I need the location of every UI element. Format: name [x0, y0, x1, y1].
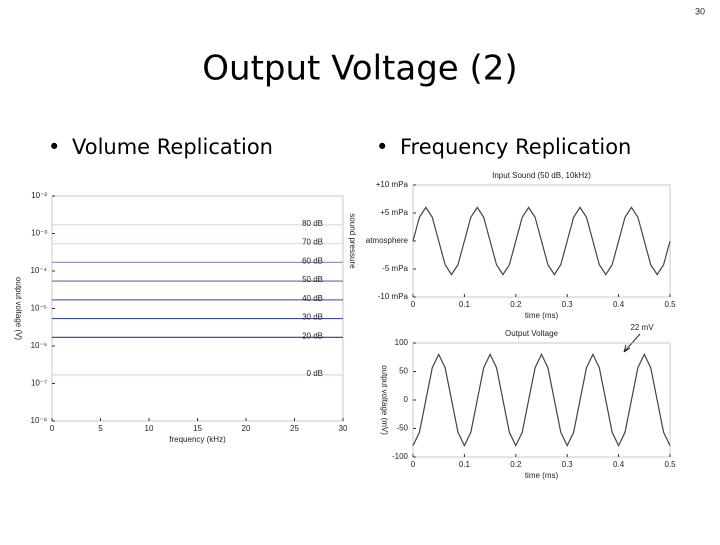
x-tick-label: 25	[290, 424, 299, 433]
y-tick-label: 50	[399, 367, 408, 376]
series-label: 60 dB	[302, 256, 323, 265]
x-tick-label: 5	[98, 424, 103, 433]
y-tick-label: -5 mPa	[382, 264, 408, 273]
y-tick-label: 10⁻⁸	[31, 416, 48, 425]
bullet-marker: •	[48, 135, 60, 159]
y-tick-label: +10 mPa	[376, 180, 409, 189]
bullet: Frequency Replication	[400, 135, 631, 159]
y-tick-label: 10⁻⁶	[31, 341, 47, 350]
chart-title: Input Sound (50 dB, 10kHz)	[492, 171, 591, 180]
series-line	[412, 353, 671, 447]
plot-frame	[51, 195, 344, 422]
y-tick-label: +5 mPa	[380, 208, 408, 217]
y-axis-label: sound pressure	[348, 213, 357, 269]
x-tick-label: 10	[145, 424, 154, 433]
y-tick-label: -100	[392, 452, 409, 461]
y-tick-label: 10⁻⁷	[31, 379, 47, 388]
x-tick-label: 0	[411, 460, 416, 469]
y-tick-label: atmosphere	[366, 236, 409, 245]
y-tick-label: 10⁻⁴	[30, 266, 47, 275]
x-tick-label: 0.4	[613, 460, 625, 469]
bullet-marker: •	[376, 135, 388, 159]
page-number: 30	[695, 6, 705, 16]
series-label: 50 dB	[302, 275, 323, 284]
y-tick-label: 10⁻²	[31, 191, 47, 200]
chart-title: Output Voltage	[505, 329, 558, 338]
x-tick-label: 0.3	[562, 300, 574, 309]
x-axis-label: frequency (kHz)	[169, 435, 226, 444]
x-tick-label: 0.2	[510, 460, 522, 469]
x-tick-label: 0	[50, 424, 55, 433]
y-tick-label: 10⁻⁵	[31, 304, 47, 313]
x-tick-label: 20	[242, 424, 251, 433]
y-tick-label: 100	[395, 338, 409, 347]
series-label: 20 dB	[302, 331, 323, 340]
series-label: 80 dB	[302, 219, 323, 228]
x-tick-label: 0	[411, 300, 416, 309]
x-axis-label: time (ms)	[525, 471, 559, 480]
y-tick-label: -10 mPa	[378, 292, 409, 301]
x-axis-label: time (ms)	[525, 311, 559, 320]
x-tick-label: 0.5	[664, 460, 676, 469]
series-label: 70 dB	[302, 238, 323, 247]
y-axis-label: output voltage (V)	[14, 277, 23, 340]
x-tick-label: 0.1	[459, 460, 471, 469]
slide-title: Output Voltage (2)	[202, 49, 517, 89]
x-tick-label: 30	[339, 424, 348, 433]
series-label: 30 dB	[302, 313, 323, 322]
bullet: Volume Replication	[72, 135, 273, 159]
y-tick-label: 10⁻³	[31, 229, 47, 238]
y-tick-label: 0	[404, 395, 409, 404]
annotation: 22 mV	[630, 323, 654, 332]
y-axis-label: output voltage (mV)	[380, 365, 389, 435]
x-tick-label: 0.5	[664, 300, 676, 309]
x-tick-label: 0.1	[459, 300, 471, 309]
x-tick-label: 15	[193, 424, 202, 433]
series-line	[412, 206, 671, 276]
x-tick-label: 0.3	[562, 460, 574, 469]
series-label: 0 dB	[307, 369, 323, 378]
x-tick-label: 0.4	[613, 300, 625, 309]
y-tick-label: -50	[396, 424, 408, 433]
x-tick-label: 0.2	[510, 300, 522, 309]
series-label: 40 dB	[302, 294, 323, 303]
